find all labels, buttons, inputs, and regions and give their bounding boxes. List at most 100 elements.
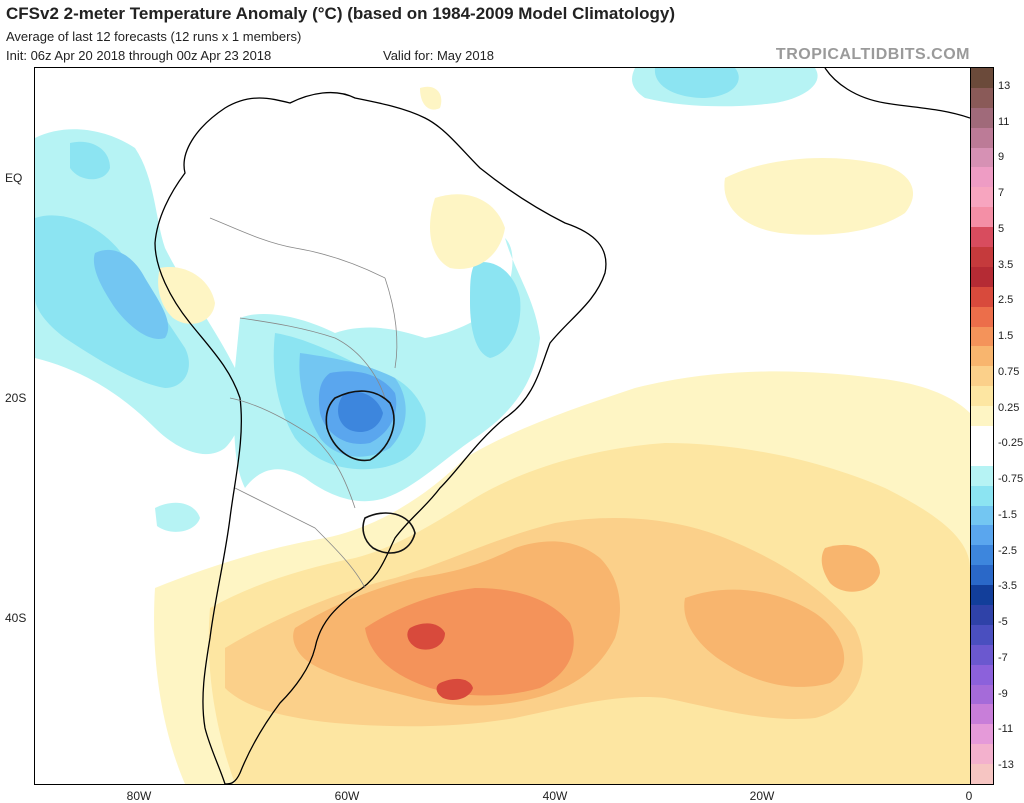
colorbar-swatch <box>971 147 993 168</box>
north-cool-core <box>654 68 739 98</box>
colorbar-label: 3.5 <box>998 258 1014 271</box>
colorbar-swatch <box>971 187 993 208</box>
colorbar-swatch <box>971 286 993 308</box>
colorbar-swatch <box>971 605 993 626</box>
colorbar-label: -5 <box>998 616 1008 629</box>
lon-label-0: 0 <box>965 789 973 803</box>
colorbar-swatch <box>971 227 993 248</box>
colorbar-swatch <box>971 764 993 785</box>
colorbar-swatch <box>971 68 993 89</box>
colorbar-swatch <box>971 724 993 745</box>
colorbar <box>970 67 994 785</box>
colorbar-swatch <box>971 485 993 507</box>
init-time: Init: 06z Apr 20 2018 through 00z Apr 23… <box>6 48 272 63</box>
africa-coast <box>824 68 970 119</box>
lat-label-eq: EQ <box>5 171 23 185</box>
colorbar-label: 0.25 <box>998 401 1020 414</box>
lat-label-40s: 40S <box>5 611 27 625</box>
colorbar-label: -7 <box>998 651 1008 664</box>
colorbar-swatch <box>971 565 993 586</box>
colorbar-swatch <box>971 585 993 606</box>
pacific-small-patch <box>70 141 110 180</box>
colorbar-swatch <box>971 247 993 268</box>
south-america-outline <box>154 91 607 784</box>
colorbar-label: -0.25 <box>998 437 1024 450</box>
peru-warm-patch <box>158 267 215 324</box>
north-coast-warm <box>420 86 442 110</box>
colorbar-swatch <box>971 127 993 149</box>
colorbar-swatch <box>971 525 993 546</box>
colorbar-swatch <box>971 505 993 526</box>
uruguay-border <box>362 512 416 554</box>
colorbar-swatch <box>971 406 993 427</box>
country-border-3 <box>229 397 356 509</box>
colorbar-label: 2.5 <box>998 294 1014 307</box>
south-pacific-cool-patch <box>155 502 200 532</box>
south-atlantic-warm-max-2 <box>436 678 473 700</box>
colorbar-label: 13 <box>998 80 1011 92</box>
paraguay-border <box>325 390 395 462</box>
colorbar-label: 11 <box>998 115 1010 128</box>
lon-label-40w: 40W <box>542 789 568 803</box>
colorbar-swatch <box>971 266 993 288</box>
pacific-cool-core <box>93 249 169 339</box>
country-border-4 <box>234 487 366 589</box>
colorbar-label: -2.5 <box>998 544 1017 557</box>
anomaly-map <box>34 67 971 785</box>
colorbar-label: -3.5 <box>998 580 1017 593</box>
colorbar-swatch <box>971 545 993 566</box>
east-atlantic-warm-patch-2 <box>821 544 880 592</box>
colorbar-label: -0.75 <box>998 473 1024 486</box>
colorbar-swatch <box>971 207 993 228</box>
colorbar-label: -9 <box>998 687 1008 700</box>
colorbar-swatch <box>971 366 993 387</box>
country-border-1 <box>209 217 386 279</box>
colorbar-swatch <box>971 346 993 367</box>
colorbar-swatch <box>971 326 993 347</box>
lon-label-80w: 80W <box>126 789 152 803</box>
lon-label-60w: 60W <box>334 789 360 803</box>
colorbar-swatch <box>971 167 993 188</box>
colorbar-swatch <box>971 684 993 705</box>
colorbar-swatch <box>971 644 993 666</box>
east-brazil-cool <box>470 262 521 358</box>
site-watermark: TROPICALTIDBITS.COM <box>775 46 970 63</box>
south-atlantic-warm-5 <box>365 588 574 696</box>
colorbar-swatch <box>971 624 993 646</box>
south-atlantic-warm-max-1 <box>407 623 445 650</box>
colorbar-swatch <box>971 306 993 328</box>
colorbar-swatch <box>971 386 993 407</box>
colorbar-swatch <box>971 87 993 109</box>
country-border-5 <box>384 277 398 369</box>
borders <box>209 217 398 589</box>
lon-label-20w: 20W <box>749 789 775 803</box>
colorbar-swatch <box>971 426 993 447</box>
colorbar-swatch <box>971 445 993 467</box>
colorbar-label: 9 <box>998 151 1005 164</box>
colorbar-label: 7 <box>998 187 1005 200</box>
country-border-2 <box>239 317 386 399</box>
north-atlantic-warm-patch <box>724 158 914 235</box>
colorbar-swatch <box>971 664 993 686</box>
lat-label-20s: 20S <box>5 391 27 405</box>
colorbar-label: -13 <box>998 759 1014 771</box>
colorbar-swatch <box>971 744 993 765</box>
colorbar-label: 0.75 <box>998 365 1020 378</box>
colorbar-label: 5 <box>998 222 1005 235</box>
chart-title: CFSv2 2-meter Temperature Anomaly (°C) (… <box>6 4 676 23</box>
colorbar-label: -11 <box>998 723 1014 736</box>
dark-borders <box>325 390 416 554</box>
colorbar-swatch <box>971 704 993 725</box>
colorbar-label: 1.5 <box>998 330 1014 343</box>
east-atlantic-warm-patch <box>684 589 845 687</box>
chart-subtitle: Average of last 12 forecasts (12 runs x … <box>6 29 302 44</box>
brazil-cool-max <box>338 391 383 433</box>
colorbar-swatch <box>971 107 993 129</box>
coastlines <box>154 68 970 784</box>
valid-time: Valid for: May 2018 <box>383 48 495 63</box>
map-canvas <box>35 68 970 784</box>
warm-anomaly-layer <box>154 86 970 784</box>
colorbar-label: -1.5 <box>998 508 1017 521</box>
northeast-brazil-warm <box>430 194 505 269</box>
colorbar-swatch <box>971 465 993 487</box>
